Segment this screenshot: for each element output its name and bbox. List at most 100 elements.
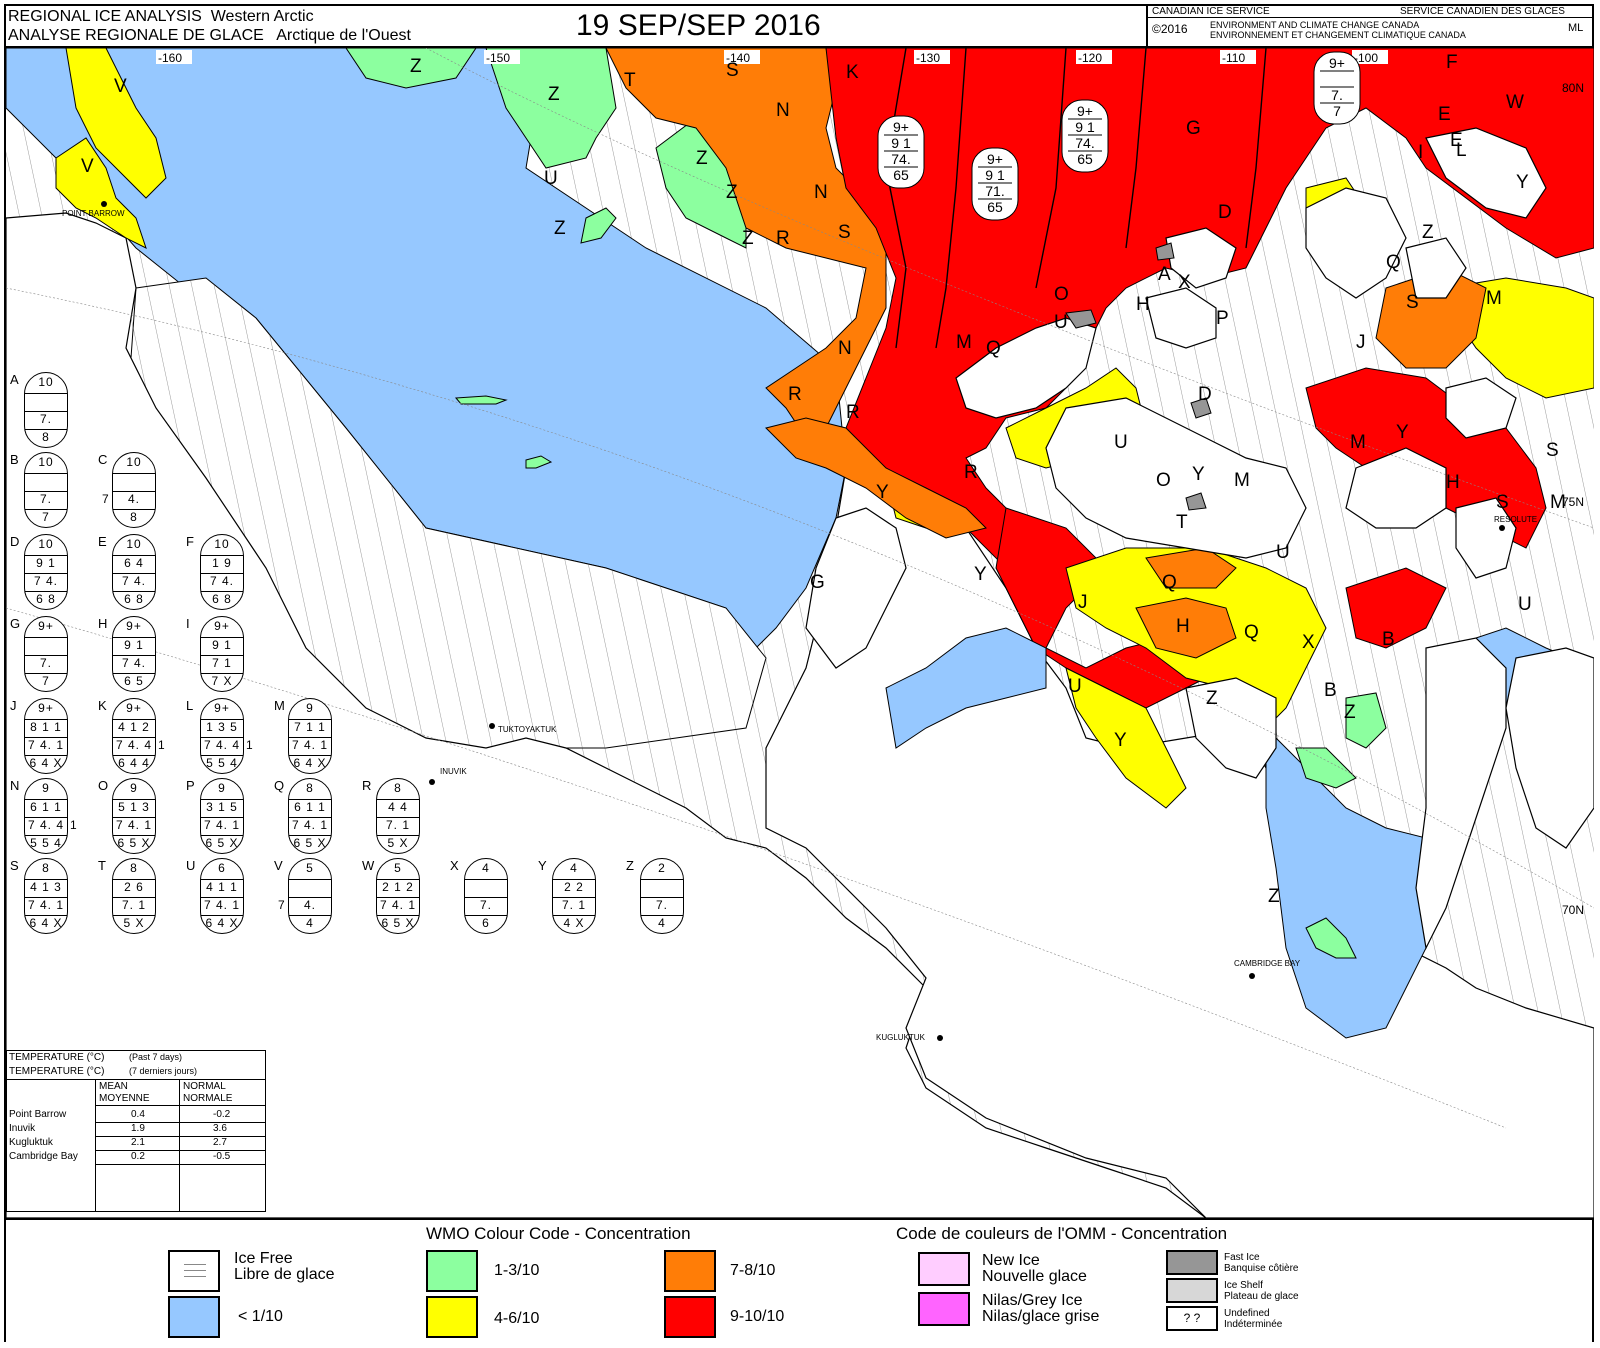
egg-code-letter: D [10,534,20,549]
land-island-east-5 [1455,497,1517,579]
region-label-q: Q [1244,622,1259,643]
egg-code-row: 5 1 3 [113,799,155,814]
region-label-o: O [1156,470,1171,491]
egg-code-row: 6 8 [201,591,243,606]
label-nilas-en: Nilas/Grey Ice [982,1292,1083,1309]
egg-code-row: 8 [42,861,50,875]
legend-title-en: WMO Colour Code - Concentration [426,1224,691,1243]
egg-code-row: 9+ [214,701,230,715]
egg-code-row: 6 [465,915,507,930]
egg-code-row: 7 4. 1 [289,817,331,832]
egg-code-row: 10 [38,537,54,551]
egg-code-oval: 10 9 1 7 4. 6 8 [24,534,68,610]
fast-ice-2 [1155,242,1175,261]
egg-code-row: 7. [25,491,67,506]
egg-code-row: 5 [394,861,402,875]
region-label-r: R [788,384,802,405]
region-label-z: Z [1422,222,1434,243]
legend-title-fr: Code de couleurs de l'OMM - Concentratio… [896,1224,1228,1243]
fast-ice-4 [1185,492,1207,511]
egg-code-oval: 8 4 4 7. 1 5 X [376,778,420,854]
egg-code-row: 8 [113,509,155,524]
egg-code-row [289,879,331,880]
temp-period-en: (Past 7 days) [129,1052,183,1062]
temp-station: Point Barrow [9,1109,67,1120]
egg-code-letter: O [98,778,109,793]
egg-code-row: 5 5 4 [201,755,243,770]
egg-code-y: Y 4 2 2 7. 1 4 X [538,858,628,938]
egg-code-oval: 10 7. 7 [24,452,68,528]
chart-initials: ML [1568,22,1584,34]
egg-code-row: 7 4. 1 [25,897,67,912]
place-dot [1499,525,1505,531]
temp-mean: 1.9 [131,1123,145,1134]
land-victoria-island [1185,677,1277,779]
inline-egg-code: 9+ 7.7 [1313,51,1361,125]
inline-egg-row: 65 [1077,151,1093,167]
inline-egg-code: 9+9 171.65 [971,147,1019,221]
egg-code-row: 9 1 [113,637,155,652]
egg-code-row: 7 4. 1 [113,817,155,832]
region-label-y: Y [1192,464,1205,485]
egg-code-letter: S [10,858,19,873]
egg-code-x: X 4 7. 6 [450,858,540,938]
region-label-q: Q [1162,572,1177,593]
egg-code-row: 6 1 1 [25,799,67,814]
egg-code-row: 9+ [214,619,230,633]
temp-mean: 2.1 [131,1137,145,1148]
inline-egg-row: 7. [1331,87,1343,103]
egg-code-letter: C [98,452,108,467]
region-label-v: V [114,76,127,97]
ice-zone-red-m [1345,567,1447,649]
region-label-x: X [1178,272,1191,293]
title-fr-line: ANALYSE REGIONALE DE GLACE Arctique de l… [8,26,568,45]
temp-title-fr: TEMPERATURE (°C) [9,1066,105,1077]
place-dot [937,1035,943,1041]
place-dot [101,201,107,207]
swatch-new-ice [918,1252,970,1286]
egg-code-row: 6 4 X [289,755,331,770]
egg-code-row: 9+ [126,619,142,633]
temp-vrule [95,1079,96,1211]
egg-code-row: 9 [306,701,314,715]
temp-row-rule [95,1136,265,1137]
egg-code-row: 4 1 2 [113,719,155,734]
egg-code-side-right: 1 [246,738,253,752]
egg-code-row: 6 4 X [25,755,67,770]
swatch-undefined: ? ? [1166,1306,1218,1331]
region-label-z: Z [726,182,738,203]
temp-period-fr: (7 derniers jours) [129,1066,198,1076]
inline-egg-code: 9+9 174.65 [877,115,925,189]
egg-code-row: 6 4 4 [113,755,155,770]
egg-code-letter: K [98,698,107,713]
label-fast-en: Fast Ice [1224,1252,1260,1263]
land-banks-island [805,507,907,669]
region-label-r: R [846,402,860,423]
egg-code-h: H 9+ 9 1 7 4. 6 5 [98,616,188,696]
egg-code-oval: 8 2 6 7. 1 5 X [112,858,156,934]
temp-col-normal-en: NORMAL [183,1081,226,1092]
region-label-y: Y [1396,422,1409,443]
egg-code-row: 7 [25,509,67,524]
region-label-w: W [1506,92,1524,113]
inline-egg-row: 7 [1333,103,1341,119]
land-island-east-3 [1405,237,1467,299]
egg-code-row: 10 [126,455,142,469]
inline-egg-row: 9 1 [1075,119,1095,135]
egg-code-row: 6 1 1 [289,799,331,814]
land-prince-of-wales [1415,637,1507,950]
region-label-m: M [1550,492,1566,513]
region-label-n: N [814,182,828,203]
temp-row-rule [95,1122,265,1123]
egg-code-row: 6 5 X [289,835,331,850]
label-1-3: 1-3/10 [494,1262,540,1279]
label-ice-free-en: Ice Free [234,1250,293,1267]
ice-floe-green-3 [525,455,553,469]
longitude-label: -150 [486,51,510,65]
land-island-east-6 [1445,377,1517,439]
region-label-y: Y [1114,730,1127,751]
egg-code-e: E 10 6 4 7 4. 6 8 [98,534,188,614]
egg-code-row: 4 [641,915,683,930]
dept-en: ENVIRONMENT AND CLIMATE CHANGE CANADA [1210,20,1420,30]
egg-code-row: 1 3 5 [201,719,243,734]
